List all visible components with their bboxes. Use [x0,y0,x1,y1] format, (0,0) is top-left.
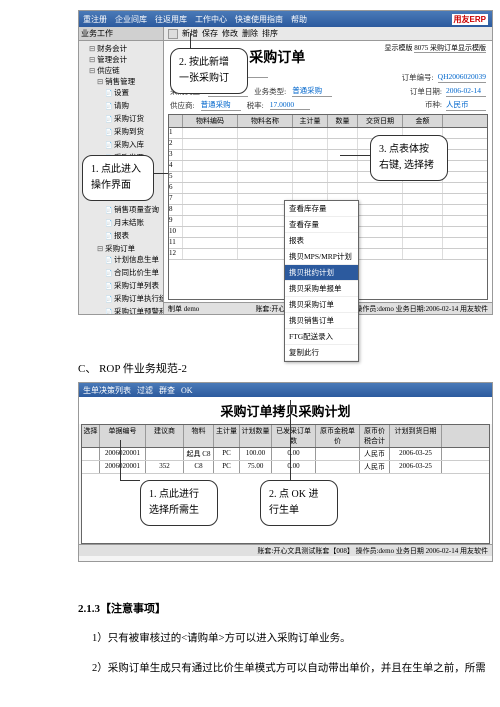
tree-item[interactable]: 采购到货 [79,126,163,139]
ctx-item[interactable]: 携贝采购单报单 [285,281,358,297]
tb2-list[interactable]: 生单决策列表 [83,385,131,396]
menu-item[interactable]: 快速使用指南 [235,14,283,25]
print-icon[interactable] [168,29,178,39]
ctx-item[interactable]: 查看库存量 [285,201,358,217]
section-c-title: C、 ROP 件业务规范-2 [78,360,187,376]
ctx-item[interactable]: 复制此行 [285,345,358,361]
tree-item[interactable]: 报表 [79,230,163,243]
order-id-label: 订单编号: [402,72,434,83]
tb-save[interactable]: 保存 [202,28,218,39]
menu-item[interactable]: 工作中心 [195,14,227,25]
footer-left: 制单 demo [168,304,199,314]
tree-item[interactable]: 设置 [79,87,163,100]
tree-item[interactable]: 采购订单预警和拉闸 [79,306,163,314]
tree-item[interactable]: 采购订单执行统计表 [79,293,163,306]
biz-label: 业务类型: [254,86,286,97]
menu-item[interactable]: 往返用库 [155,14,187,25]
tree-item[interactable]: 采购入库 [79,139,163,152]
currency-label: 币种: [425,99,442,111]
footer2-text: 账套:开心文具测试账套【008】 操作员:demo 业务日期 2006-02-1… [257,546,488,556]
tree-item[interactable]: 采购订单 [79,243,163,254]
ctx-item[interactable]: 报表 [285,233,358,249]
menubar: 重注册 企业间库 往返用库 工作中心 快速使用指南 帮助 用友ERP [79,11,492,27]
tb2-search[interactable]: 群查 [159,385,175,396]
tree-item[interactable]: 采购订货 [79,113,163,126]
ctx-item[interactable]: 携贝批约计划 [285,265,358,281]
tb-del[interactable]: 删除 [242,28,258,39]
screenshot-2: 生单决策列表 过滤 群查 OK 采购订单拷贝采购计划 选择单据编号建议商物料主计… [78,382,493,562]
tree-item[interactable]: 销售管理 [79,76,163,87]
menu-item[interactable]: 帮助 [291,14,307,25]
tree-item[interactable]: 管理会计 [79,54,163,65]
tree-item[interactable]: 合同比价生单 [79,267,163,280]
grid2-header: 选择单据编号建议商物料主计量计划数量已发采订单数原币金税单价原币价税合计计划到货… [82,425,489,448]
tax-label: 税率: [247,100,264,111]
tree-item[interactable]: 销售项量查询 [79,204,163,217]
title2: 采购订单拷贝采购计划 [79,397,492,424]
tree-item[interactable]: 请购 [79,100,163,113]
callout-1: 1. 点此进入操作界面 [82,155,154,201]
callout-4: 1. 点此进行选择所需生 [140,480,218,526]
order-id-val: QH2006020039 [438,72,486,83]
tree-item[interactable]: 财务会计 [79,43,163,54]
tree-item[interactable]: 采购订单列表 [79,280,163,293]
ctx-item[interactable]: 携贝MPS/MRP计划 [285,249,358,265]
erp-logo: 用友ERP [452,14,488,25]
status-bar-2: 账套:开心文具测试账套【008】 操作员:demo 业务日期 2006-02-1… [79,544,492,556]
ctx-item[interactable]: 查看存量 [285,217,358,233]
context-menu[interactable]: 查看库存量查看存量报表携贝MPS/MRP计划携贝批约计划携贝采购单报单携贝采购订… [284,200,359,362]
callout-2: 2. 按此新增一张采购订 [170,48,248,94]
currency-val[interactable]: 人民币 [446,99,486,111]
note-1: 1）只有被审核过的<请购单>方可以进入采购订单业务。 [92,630,351,645]
grid-header: 物料编码物料名称主计量数量交货日期金额 [169,115,487,128]
callout-3: 3. 点表体按右键, 选择拷 [370,135,448,181]
ctx-item[interactable]: 携贝采购订单 [285,297,358,313]
ctx-item[interactable]: 携贝销售订单 [285,313,358,329]
tree-item[interactable]: 供应链 [79,65,163,76]
callout-5: 2. 点 OK 进行生单 [260,480,338,526]
section-213: 2.1.3【注意事项】 [78,600,166,616]
tb-sort[interactable]: 排序 [262,28,278,39]
supplier-val[interactable]: 普通采购 [201,99,241,111]
sidebar-header: 业务工作 [79,27,163,41]
display-mode-val[interactable]: 8075 采购订单显示模版 [414,44,486,53]
tree-item[interactable]: 月末结账 [79,217,163,230]
note-2: 2）采购订单生成只有通过比价生单模式方可以自动带出单价，并且在生单之前，所需 [92,660,486,675]
tb2-filter[interactable]: 过滤 [137,385,153,396]
tax-val[interactable]: 17.0000 [270,100,310,110]
toolbar: 新增 保存 修改 删除 排序 [164,27,492,41]
display-mode-label: 显示模版 [385,44,413,52]
toolbar2: 生单决策列表 过滤 群查 OK [79,383,492,397]
date-val[interactable]: 2006-02-14 [446,86,486,97]
menu-item[interactable]: 重注册 [83,14,107,25]
supplier-label: 供应商: [170,100,195,111]
tb-edit[interactable]: 修改 [222,28,238,39]
tb2-ok[interactable]: OK [181,386,193,395]
biz-val[interactable]: 普通采购 [292,85,332,97]
tree-item[interactable]: 计划信息生单 [79,254,163,267]
menu-item[interactable]: 企业间库 [115,14,147,25]
date-label: 订单日期: [410,86,442,97]
ctx-item[interactable]: FTG配送录入 [285,329,358,345]
